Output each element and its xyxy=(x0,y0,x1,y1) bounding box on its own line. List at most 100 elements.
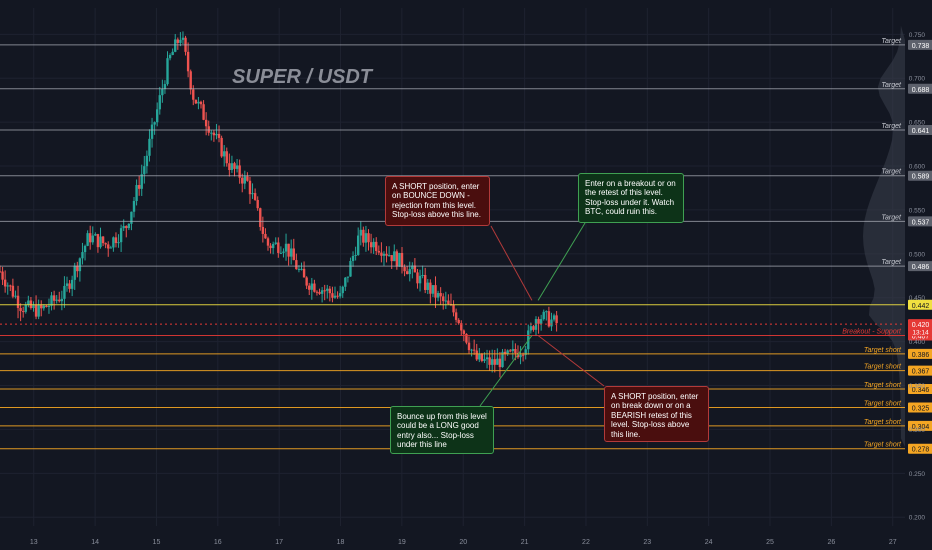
candle-body xyxy=(297,268,301,270)
candle-body xyxy=(94,234,97,236)
candle-body xyxy=(310,283,314,290)
candle-body xyxy=(60,298,64,302)
annotation-short-breakdown: A SHORT position, enter on break down or… xyxy=(604,386,709,442)
current-price-tag xyxy=(908,319,932,337)
level-label: Target xyxy=(881,259,902,266)
candle-body xyxy=(14,295,17,297)
candle-body xyxy=(380,252,383,256)
y-tick-label: 0.350 xyxy=(909,383,926,390)
y-tick-label: 0.300 xyxy=(909,427,926,434)
candle-body xyxy=(472,349,476,351)
candle-body xyxy=(174,39,177,52)
candle-body xyxy=(168,54,172,59)
candle-body xyxy=(444,300,448,302)
candle-body xyxy=(27,300,30,305)
candle-body xyxy=(274,242,277,244)
candle-body xyxy=(125,226,128,229)
x-tick-label: 23 xyxy=(643,539,651,546)
candle-body xyxy=(217,133,221,138)
candle-body xyxy=(465,333,468,343)
candle-body xyxy=(228,163,231,171)
y-tick-label: 0.500 xyxy=(909,251,926,258)
candle-body xyxy=(282,251,285,253)
price-tag-text: 0.442 xyxy=(912,303,930,310)
volume-profile xyxy=(863,25,905,447)
candle-body xyxy=(225,151,228,164)
x-tick-label: 14 xyxy=(91,539,99,546)
annotation-long-bounce: Bounce up from this level could be a LON… xyxy=(390,406,494,454)
price-tag-text: 0.738 xyxy=(912,43,930,50)
level-label: Target xyxy=(881,169,902,176)
candle-body xyxy=(19,307,22,312)
x-tick-label: 27 xyxy=(889,539,897,546)
candle-body xyxy=(369,242,373,248)
price-tag xyxy=(908,384,932,395)
candle-body xyxy=(385,253,388,256)
candle-body xyxy=(475,350,478,360)
level-label: Target short xyxy=(864,442,902,449)
candle-body xyxy=(354,254,357,256)
price-tag-text: 0.278 xyxy=(912,447,930,454)
x-tick-label: 22 xyxy=(582,539,590,546)
candle-body xyxy=(248,180,252,195)
candle-body xyxy=(259,208,262,227)
x-tick-label: 21 xyxy=(521,539,529,546)
candle-body xyxy=(333,295,337,298)
candle-body xyxy=(246,176,249,181)
price-tag xyxy=(908,402,932,413)
candle-body xyxy=(403,267,406,272)
candle-body xyxy=(222,151,226,157)
candle-body xyxy=(331,293,334,298)
price-tag-text: 0.589 xyxy=(912,174,930,181)
candle-body xyxy=(411,265,414,270)
candle-body xyxy=(241,177,244,184)
candle-body xyxy=(359,229,362,236)
price-tag xyxy=(908,170,932,181)
candle-body xyxy=(32,305,35,309)
candle-body xyxy=(349,260,352,277)
candle-body xyxy=(418,275,422,284)
candle-body xyxy=(179,39,182,43)
candle-body xyxy=(96,234,100,248)
candle-body xyxy=(143,166,146,175)
candle-body xyxy=(488,357,491,365)
candle-body xyxy=(300,268,303,270)
candle-body xyxy=(555,315,558,324)
x-tick-label: 20 xyxy=(459,539,467,546)
candle-body xyxy=(99,236,102,248)
candle-body xyxy=(364,233,368,243)
price-tag-text: 0.386 xyxy=(912,352,930,359)
annotation-long-breakout: Enter on a breakout or on the retest of … xyxy=(578,173,684,223)
candle-body xyxy=(393,251,396,262)
price-tag-text: 0.346 xyxy=(912,387,930,394)
candle-body xyxy=(256,199,259,209)
candle-body xyxy=(336,295,339,297)
candle-body xyxy=(320,290,324,294)
candle-body xyxy=(289,248,293,257)
candle-body xyxy=(171,51,174,55)
candle-body xyxy=(163,84,167,89)
candle-body xyxy=(524,349,527,355)
price-tag xyxy=(908,216,932,227)
price-tag-text: 0.688 xyxy=(912,87,930,94)
candle-body xyxy=(429,282,432,294)
level-label: Breakout - Support xyxy=(842,328,902,335)
candle-body xyxy=(40,304,43,309)
candle-body xyxy=(55,299,58,301)
price-tag xyxy=(908,420,932,431)
candle-body xyxy=(145,155,149,167)
level-label: Target short xyxy=(864,419,902,426)
candle-body xyxy=(496,358,499,365)
candle-body xyxy=(537,319,540,324)
candle-body xyxy=(395,251,399,267)
y-tick-label: 0.600 xyxy=(909,164,926,171)
candle-body xyxy=(266,238,270,246)
candle-body xyxy=(483,359,486,361)
level-label: Target xyxy=(881,82,902,89)
countdown-text: 13:14 xyxy=(912,330,929,337)
candle-body xyxy=(88,233,92,243)
price-tag-text: 0.367 xyxy=(912,369,930,376)
candle-body xyxy=(166,58,169,85)
price-tag-text: 0.407 xyxy=(912,333,930,340)
